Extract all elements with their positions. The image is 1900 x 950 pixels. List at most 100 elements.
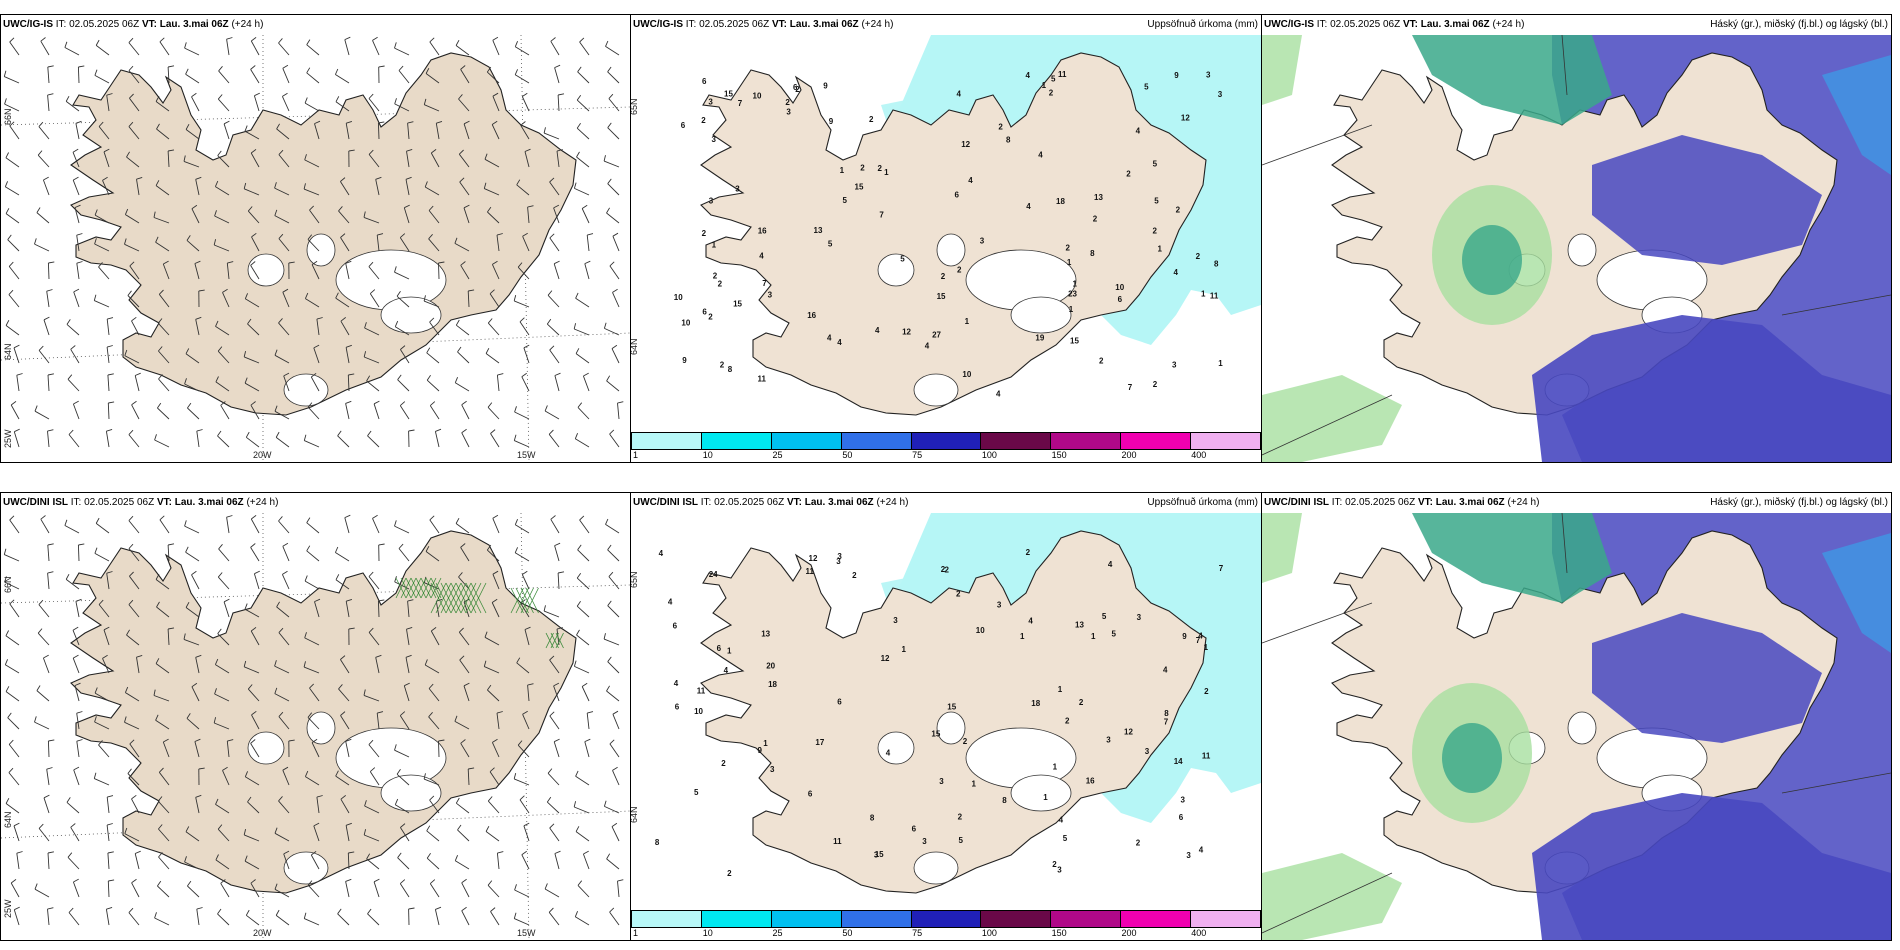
precip-value-label: 7 (1219, 564, 1224, 573)
precip-value-label: 2 (1153, 227, 1158, 236)
precip-value-label: 5 (843, 196, 848, 205)
precip-value-label: 2 (941, 565, 946, 574)
precip-value-label: 4 (968, 176, 973, 185)
wind-barbs (3, 36, 624, 448)
precip-value-label: 3 (1218, 90, 1223, 99)
precip-value-label: 10 (694, 707, 703, 716)
precip-map-panel-1: 1 1 2 2 1 2 2 2 1 4 2 2 3 3 4 2 2 3 2 3 3 5 5 4 4 2 1 1 3 2 10 19 15 5 2 6 2… (630, 14, 1262, 463)
precip-value-label: 1 (727, 647, 732, 656)
precip-value-label: 6 (912, 824, 917, 833)
precip-value-label: 1 (1073, 279, 1078, 288)
precip-value-label: 2 (1176, 206, 1181, 215)
precip-value-label: 4 (1038, 151, 1043, 160)
precipitation-map: 1122122214223342232335544211321019155262… (674, 35, 1261, 416)
colorbar-tick-label: 400 (1191, 928, 1207, 938)
colorbar-swatch (771, 911, 842, 927)
precip-value-label: 3 (980, 236, 985, 245)
wind-barbs (3, 514, 624, 926)
colorbar-swatch (1051, 911, 1122, 927)
boundary-lines (1262, 512, 1891, 934)
precip-value-label: 1 (1218, 359, 1223, 368)
precip-value-label: 11 (833, 837, 842, 846)
precip-value-label: 9 (829, 117, 834, 126)
colorbar-swatch (771, 433, 842, 449)
precip-value-label: 11 (758, 375, 767, 384)
precip-value-label: 7 (1128, 383, 1133, 392)
precip-value-label: 2 (1204, 687, 1209, 696)
lon-label-20w: 20W (253, 928, 272, 938)
precip-value-label: 5 (900, 254, 905, 263)
precip-map-panel-2: 3 3 3 4 3 2 1 1 2 3 2 1 2 3 2 4 2 2 3 11 15 15 14 17 20 11 10 11 1 9 1… (630, 492, 1262, 941)
precip-value-label: 2 (718, 279, 723, 288)
precip-value-label: 10 (976, 626, 985, 635)
precip-value-label: 1 (712, 240, 717, 249)
precip-value-label: 2 (860, 163, 865, 172)
precip-value-label: 1 (840, 166, 845, 175)
precip-value-label: 6 (675, 702, 680, 711)
precip-value-label: 2 (1052, 860, 1057, 869)
precip-value-label: 2 (1026, 548, 1031, 557)
colorbar-swatch (981, 911, 1052, 927)
precip-value-label: 3 (1137, 613, 1142, 622)
colorbar-tick-label: 1 (633, 928, 639, 938)
precip-value-label: 2 (1126, 170, 1131, 179)
precip-value-label: 1 (902, 645, 907, 654)
precip-value-label: 2 (956, 589, 961, 598)
precip-value-label: 5 (1112, 630, 1117, 639)
colorbar-swatch (632, 911, 702, 927)
colorbar-swatch (1191, 911, 1261, 927)
lon-label-15w: 15W (517, 928, 536, 938)
colorbar-tick-label: 400 (1191, 450, 1207, 460)
precip-value-label: 6 (955, 191, 960, 200)
precip-value-label: 4 (668, 597, 673, 606)
wind-barb-map (1, 512, 630, 940)
colorbar-labels: 1 10 25 50 75 100 150 200 400 (631, 450, 1259, 462)
precip-hatching (395, 577, 564, 649)
precip-value-label: 11 (1058, 70, 1067, 79)
precip-value-label: 4 (759, 252, 764, 261)
precip-value-label: 2 (878, 164, 883, 173)
colorbar-tick-label: 75 (912, 450, 923, 460)
colorbar-tick-label: 10 (702, 928, 713, 938)
cloud-map-panel-1: UWC/IG-IS IT: 02.05.2025 06Z VT: Lau. 3.… (1261, 14, 1892, 463)
precip-value-label: 1 (965, 317, 970, 326)
precip-value-label: 4 (674, 679, 679, 688)
precip-value-label: 4 (875, 326, 880, 335)
iceland-landmass (700, 530, 1207, 894)
panel-header: UWC/DINI ISL IT: 02.05.2025 06Z VT: Lau.… (3, 497, 279, 508)
precip-value-label: 11 (697, 686, 706, 695)
lat-label-64n: 64N (630, 806, 639, 823)
precip-value-label: 16 (758, 227, 767, 236)
precip-value-label: 3 (939, 777, 944, 786)
precip-value-label: 2 (1079, 698, 1084, 707)
precip-value-label: 18 (1031, 699, 1040, 708)
precip-value-label: 12 (1124, 728, 1133, 737)
precip-value-label: 8 (655, 838, 660, 847)
precip-value-label: 2 (1099, 356, 1104, 365)
precip-value-label: 7 (1196, 636, 1201, 645)
precip-value-label: 6 (717, 644, 722, 653)
lat-label-64n: 64N (3, 343, 13, 360)
map-title: Háský (gr.), miðský (fj.bl.) og lágský (… (1710, 497, 1888, 508)
precip-value-label: 2 (1065, 717, 1070, 726)
colorbar-tick-label: 100 (981, 450, 997, 460)
lat-label-64n: 64N (630, 338, 639, 355)
precip-value-label: 4 (1198, 632, 1203, 641)
precip-value-label: 10 (962, 370, 971, 379)
precip-value-label: 13 (1075, 620, 1084, 629)
precip-value-label: 1 (1204, 643, 1209, 652)
lat-label-65n: 65N (630, 571, 639, 588)
precip-value-label: 5 (828, 240, 833, 249)
precip-value-label: 7 (1164, 718, 1169, 727)
precip-value-label: 4 (996, 390, 1001, 399)
precip-value-label: 10 (681, 319, 690, 328)
colorbar-swatch (632, 433, 702, 449)
precip-value-label: 4 (1028, 616, 1033, 625)
precip-value-label: 3 (1186, 851, 1191, 860)
precip-value-label: 10 (1115, 283, 1124, 292)
precip-value-label: 16 (807, 311, 816, 320)
precip-value-label: 15 (931, 729, 940, 738)
precip-value-label: 4 (1174, 268, 1179, 277)
precip-value-label: 2 (701, 116, 706, 125)
precip-value-label: 4 (1059, 816, 1064, 825)
